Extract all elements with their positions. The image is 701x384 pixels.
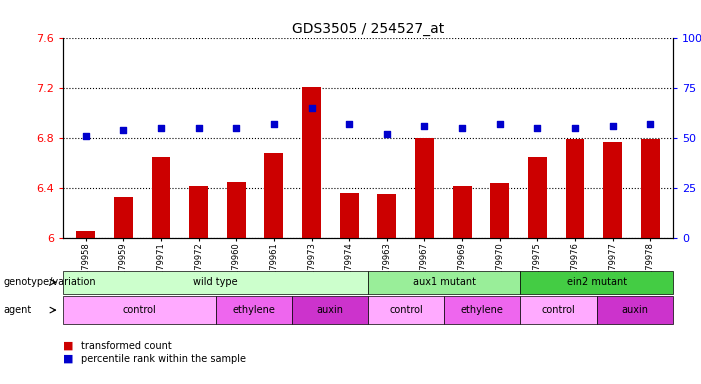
Point (494, 121, 505, 127)
Bar (453, 185, 472, 238)
Text: ■: ■ (63, 354, 74, 364)
Text: percentile rank within the sample: percentile rank within the sample (81, 354, 245, 364)
Bar (566, 139, 585, 238)
Text: control: control (389, 305, 423, 315)
Bar (227, 182, 245, 238)
Point (419, 123, 430, 129)
Point (193, 125, 204, 131)
Title: GDS3505 / 254527_at: GDS3505 / 254527_at (292, 22, 444, 36)
Text: ethylene: ethylene (232, 305, 275, 315)
Bar (189, 185, 208, 238)
Text: ein2 mutant: ein2 mutant (566, 277, 627, 287)
Bar (340, 193, 359, 238)
Bar (604, 142, 622, 238)
Bar (264, 153, 283, 238)
Bar (114, 197, 132, 238)
Bar (641, 139, 660, 238)
Point (80, 133, 91, 139)
Point (118, 127, 129, 133)
Point (343, 121, 355, 127)
Text: ethylene: ethylene (461, 305, 504, 315)
Text: control: control (542, 305, 576, 315)
Bar (377, 194, 396, 238)
Text: wild type: wild type (193, 277, 238, 287)
Point (231, 125, 242, 131)
Text: agent: agent (4, 305, 32, 315)
Text: aux1 mutant: aux1 mutant (413, 277, 476, 287)
Point (306, 105, 317, 111)
Bar (76, 230, 95, 238)
Bar (302, 87, 321, 238)
Point (381, 131, 393, 137)
Text: auxin: auxin (621, 305, 648, 315)
Point (156, 125, 167, 131)
Bar (528, 157, 547, 238)
Text: transformed count: transformed count (81, 341, 171, 351)
Point (532, 125, 543, 131)
Point (456, 125, 468, 131)
Bar (151, 157, 170, 238)
Text: ■: ■ (63, 341, 74, 351)
Bar (491, 183, 509, 238)
Point (645, 121, 656, 127)
Point (268, 121, 280, 127)
Bar (415, 138, 434, 238)
Point (569, 125, 580, 131)
Text: auxin: auxin (316, 305, 343, 315)
Point (607, 123, 618, 129)
Text: genotype/variation: genotype/variation (4, 277, 96, 287)
Text: control: control (123, 305, 156, 315)
